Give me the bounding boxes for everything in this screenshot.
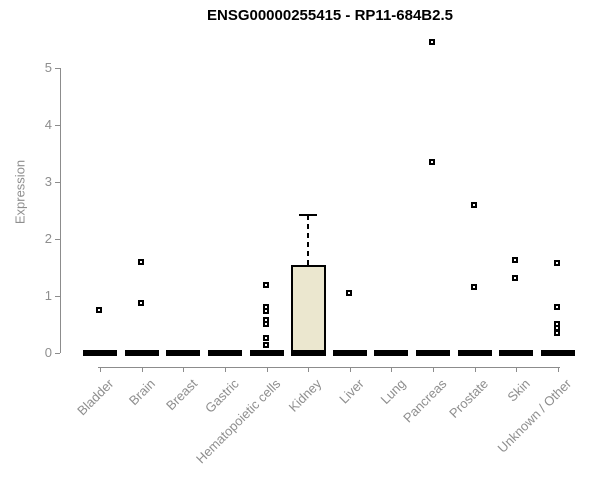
x-axis-line: [98, 367, 560, 368]
chart-title: ENSG00000255415 - RP11-684B2.5: [206, 7, 453, 24]
outlier-point: [553, 330, 560, 337]
box-median-bar: [374, 350, 409, 356]
x-tick-label: Kidney: [286, 376, 325, 415]
box-median-bar: [83, 350, 117, 356]
outlier-point: [512, 257, 519, 264]
box-median-bar: [416, 350, 451, 356]
x-axis-tick: [183, 367, 185, 372]
outlier-point: [553, 259, 560, 266]
x-axis-tick: [308, 367, 310, 372]
box-whisker: [307, 215, 310, 265]
x-tick-label: Breast: [162, 376, 200, 414]
outlier-point: [553, 324, 560, 331]
box-median-bar: [540, 350, 575, 356]
outlier-point: [512, 274, 519, 281]
outlier-point: [470, 283, 477, 290]
y-axis-tick: [55, 296, 60, 297]
x-axis-tick: [433, 367, 435, 372]
y-tick-label: 1: [44, 288, 52, 303]
y-axis-tick: [55, 68, 60, 69]
x-tick-label: Unknown / Other: [495, 376, 575, 456]
x-axis-tick: [557, 367, 559, 372]
box-median-bar: [249, 350, 284, 356]
box-median-bar: [207, 350, 242, 356]
x-axis-tick: [266, 367, 268, 372]
x-axis-tick: [516, 367, 518, 372]
y-tick-label: 5: [44, 60, 52, 75]
outlier-point: [429, 159, 436, 166]
outlier-point: [429, 38, 436, 45]
x-axis-tick: [100, 367, 101, 372]
outlier-point: [96, 306, 102, 313]
outlier-point: [262, 282, 269, 289]
box: [290, 264, 326, 356]
x-tick-label: Gastric: [201, 376, 242, 416]
box-median-bar: [457, 350, 492, 356]
outlier-point: [262, 307, 269, 314]
x-tick-label: Bladder: [74, 376, 117, 419]
outlier-point: [470, 201, 477, 208]
x-axis-tick: [224, 367, 226, 372]
x-tick-label: Brain: [126, 376, 159, 409]
y-tick-label: 3: [44, 174, 52, 189]
y-tick-label: 4: [44, 117, 52, 132]
x-axis-tick: [349, 367, 351, 372]
outlier-point: [345, 290, 352, 297]
x-axis-tick: [391, 367, 393, 372]
x-tick-label: Lung: [377, 376, 409, 408]
x-tick-label: Pancreas: [400, 376, 450, 426]
x-axis-tick: [141, 367, 143, 372]
outlier-point: [262, 320, 269, 327]
box-whisker-cap: [299, 214, 318, 217]
x-tick-label: Skin: [504, 376, 533, 405]
y-axis-line: [60, 68, 61, 353]
outlier-point: [137, 299, 144, 306]
x-axis-tick: [474, 367, 476, 372]
y-axis-tick: [55, 182, 60, 183]
y-tick-label: 0: [44, 345, 52, 360]
box-median-bar: [291, 350, 326, 356]
y-tick-label: 2: [44, 231, 52, 246]
y-axis-tick: [55, 125, 60, 126]
box-median-bar: [166, 350, 201, 356]
x-tick-label: Prostate: [446, 376, 492, 421]
y-axis-tick: [55, 239, 60, 240]
x-tick-label: Liver: [335, 376, 367, 407]
outlier-point: [137, 258, 144, 265]
box-median-bar: [124, 350, 159, 356]
outlier-point: [262, 342, 269, 349]
outlier-point: [262, 335, 269, 342]
box-median-bar: [332, 350, 367, 356]
box-median-bar: [499, 350, 534, 356]
outlier-point: [553, 303, 560, 310]
y-axis-tick: [55, 353, 60, 354]
